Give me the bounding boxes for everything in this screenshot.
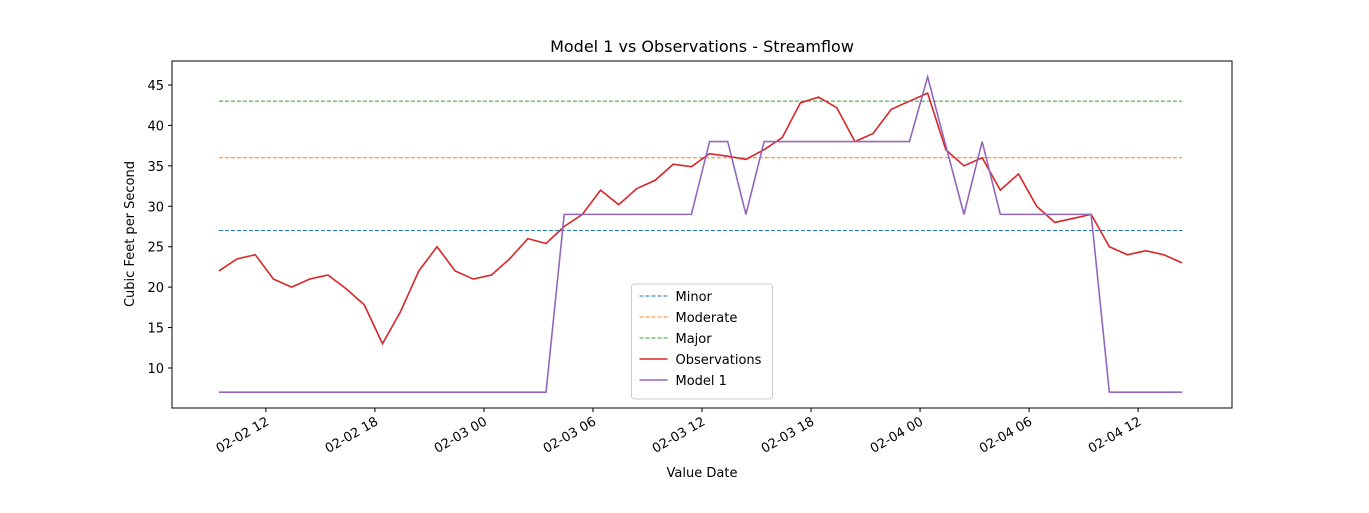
chart-title: Model 1 vs Observations - Streamflow [550, 37, 854, 56]
x-tick-label: 02-04 00 [868, 414, 926, 456]
series-line [218, 73, 1183, 394]
y-tick-label: 10 [147, 362, 164, 377]
x-tick-label: 02-04 06 [977, 414, 1035, 456]
y-tick-label: 35 [147, 160, 164, 175]
plot-frame [171, 60, 1233, 409]
y-tick-label: 40 [147, 119, 164, 134]
x-tick-label: 02-03 18 [759, 414, 817, 456]
legend: Minor Moderate Major Observations Model 1 [631, 283, 773, 400]
x-tick-label: 02-04 12 [1086, 414, 1144, 456]
x-tick-label: 02-03 00 [432, 414, 490, 456]
x-tick-label: 02-03 06 [541, 414, 599, 456]
legend-label: Moderate [676, 311, 738, 326]
legend-label: Model 1 [676, 374, 727, 389]
x-tick-label: 02-02 18 [323, 414, 381, 456]
legend-label: Minor [676, 290, 713, 305]
x-tick-label: 02-03 12 [650, 414, 708, 456]
x-axis-label: Value Date [667, 466, 738, 481]
series-line [218, 92, 1183, 346]
y-tick-label: 30 [147, 200, 164, 215]
y-tick-label: 20 [147, 281, 164, 296]
y-axis-label: Cubic Feet per Second [123, 161, 138, 307]
legend-box [631, 283, 773, 400]
y-tick-label: 15 [147, 322, 164, 337]
legend-label: Major [676, 332, 713, 347]
y-tick-label: 45 [147, 79, 164, 94]
x-tick-label: 02-02 12 [214, 414, 272, 456]
legend-label: Observations [676, 353, 762, 368]
y-tick-label: 25 [147, 241, 164, 256]
